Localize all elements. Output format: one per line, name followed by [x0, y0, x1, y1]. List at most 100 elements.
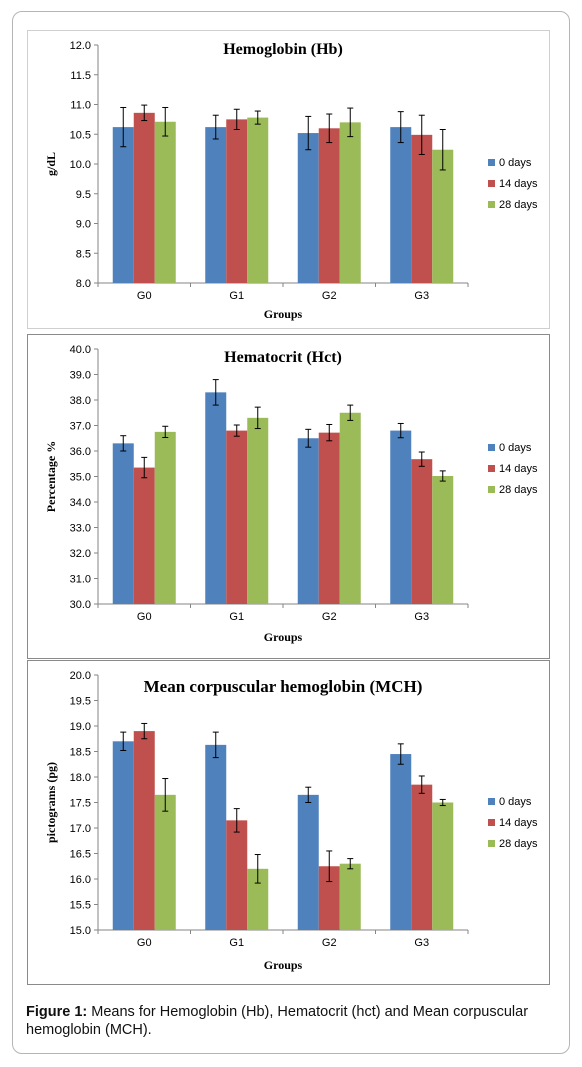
hct-legend-swatch	[488, 465, 495, 472]
mch-legend-swatch	[488, 798, 495, 805]
caption-text: Means for Hemoglobin (Hb), Hematocrit (h…	[26, 1004, 529, 1038]
mch-legend-label: 0 days	[499, 796, 532, 808]
hct-x-tick-label: G1	[229, 611, 244, 623]
mch-bar	[226, 820, 248, 930]
mch-y-tick-label: 15.0	[70, 925, 91, 937]
mch-bar	[411, 784, 433, 930]
hct-bar	[133, 467, 155, 604]
mch-y-tick-label: 20.0	[70, 670, 91, 682]
hb-legend-label: 14 days	[499, 178, 538, 190]
hb-bar	[432, 149, 454, 283]
hct-bar	[154, 431, 176, 604]
mch-legend-label: 28 days	[499, 838, 538, 850]
hb-y-tick-label: 9.5	[76, 189, 91, 201]
hct-y-tick-label: 35.0	[70, 472, 91, 484]
hct-bar	[205, 392, 227, 604]
hct-bar	[297, 438, 319, 604]
hb-bar	[318, 128, 340, 283]
mch-y-tick-label: 18.5	[70, 747, 91, 759]
mch-x-tick-label: G1	[229, 937, 244, 949]
mch-y-tick-label: 16.0	[70, 874, 91, 886]
hematocrit-chart: Hematocrit (Hct) 30.0 31.0 32.0 33.0 34.0 35.0…	[44, 344, 538, 644]
hct-bar	[247, 417, 269, 604]
mch-y-axis-title: pictograms (pg)	[44, 762, 58, 843]
hb-x-tick-label: G3	[414, 290, 429, 302]
mch-y-tick-label: 17.0	[70, 823, 91, 835]
mch-x-tick-label: G0	[137, 937, 152, 949]
hct-legend-label: 14 days	[499, 463, 538, 475]
figure-caption: Figure 1: Means for Hemoglobin (Hb), Hem…	[26, 1003, 556, 1039]
hb-y-tick-label: 11.5	[70, 70, 91, 82]
hct-y-tick-label: 37.0	[70, 421, 91, 433]
mch-y-tick-label: 18.0	[70, 772, 91, 784]
hct-y-tick-label: 38.0	[70, 395, 91, 407]
hct-y-tick-label: 33.0	[70, 523, 91, 535]
mch-legend-swatch	[488, 819, 495, 826]
hb-legend-swatch	[488, 201, 495, 208]
hct-bar	[339, 412, 361, 604]
hct-y-axis-title: Percentage %	[44, 441, 58, 512]
mch-y-tick-label: 15.5	[70, 900, 91, 912]
hb-bar	[297, 133, 319, 283]
hb-bar	[154, 121, 176, 283]
caption-label: Figure 1:	[26, 1004, 88, 1020]
hb-bar	[339, 122, 361, 283]
mch-bar	[133, 731, 155, 930]
hb-legend-label: 28 days	[499, 199, 538, 211]
hb-chart-title: Hemoglobin (Hb)	[223, 41, 343, 58]
hematocrit-chart-panel: Hematocrit (Hct) 30.0 31.0 32.0 33.0 34.0 35.0…	[27, 334, 550, 659]
hct-y-tick-label: 31.0	[70, 574, 91, 586]
mch-bar	[154, 794, 176, 930]
hemoglobin-chart-panel: Hemoglobin (Hb) 8.0 8.5 9.0 9.5 10.0 10.5 11.0 1…	[27, 30, 550, 329]
hb-x-tick-label: G1	[229, 290, 244, 302]
hb-bar	[226, 119, 248, 283]
hb-x-tick-label: G0	[137, 290, 152, 302]
hct-x-tick-label: G3	[414, 611, 429, 623]
hct-legend-label: 0 days	[499, 442, 532, 454]
hct-bar	[390, 430, 412, 604]
mch-bar	[390, 754, 412, 930]
hct-y-tick-label: 32.0	[70, 548, 91, 560]
hct-y-tick-label: 36.0	[70, 446, 91, 458]
hb-bar	[411, 134, 433, 283]
hb-x-tick-label: G2	[322, 290, 337, 302]
mch-chart: Mean corpuscular hemoglobin (MCH) 15.0 15.…	[44, 670, 538, 972]
mch-bar	[205, 744, 227, 930]
mch-chart-title: Mean corpuscular hemoglobin (MCH)	[144, 677, 423, 696]
mch-bar	[247, 868, 269, 930]
hb-x-axis-title: Groups	[264, 307, 303, 321]
mch-y-tick-label: 19.0	[70, 721, 91, 733]
mch-x-tick-label: G2	[322, 937, 337, 949]
hb-bar	[205, 127, 227, 283]
hct-bar	[318, 432, 340, 604]
mch-legend-swatch	[488, 840, 495, 847]
mch-bar	[297, 794, 319, 930]
hb-bar	[112, 127, 134, 283]
mch-y-tick-label: 16.5	[70, 849, 91, 861]
hct-legend-swatch	[488, 486, 495, 493]
hemoglobin-chart: Hemoglobin (Hb) 8.0 8.5 9.0 9.5 10.0 10.5 11.0 1…	[44, 40, 538, 321]
hct-bar	[411, 459, 433, 604]
mch-y-tick-label: 19.5	[70, 696, 91, 708]
mch-bar	[339, 863, 361, 930]
mch-y-tick-label: 17.5	[70, 798, 91, 810]
hb-y-tick-label: 10.0	[70, 159, 91, 171]
hb-legend-swatch	[488, 180, 495, 187]
hb-legend-swatch	[488, 159, 495, 166]
hct-bar	[226, 430, 248, 604]
hct-bar	[432, 475, 454, 604]
hct-x-tick-label: G0	[137, 611, 152, 623]
mch-x-tick-label: G3	[414, 937, 429, 949]
hb-y-tick-label: 11.0	[70, 100, 91, 112]
mch-chart-panel: Mean corpuscular hemoglobin (MCH) 15.0 15.…	[27, 660, 550, 985]
hct-x-tick-label: G2	[322, 611, 337, 623]
hb-bar	[247, 117, 269, 283]
hct-y-tick-label: 30.0	[70, 599, 91, 611]
mch-legend-label: 14 days	[499, 817, 538, 829]
hct-bar	[112, 443, 134, 604]
hb-y-axis-title: g/dL	[44, 152, 58, 176]
mch-bar	[112, 741, 134, 930]
hb-bar	[390, 127, 412, 283]
mch-bar	[318, 866, 340, 930]
hct-legend-label: 28 days	[499, 484, 538, 496]
